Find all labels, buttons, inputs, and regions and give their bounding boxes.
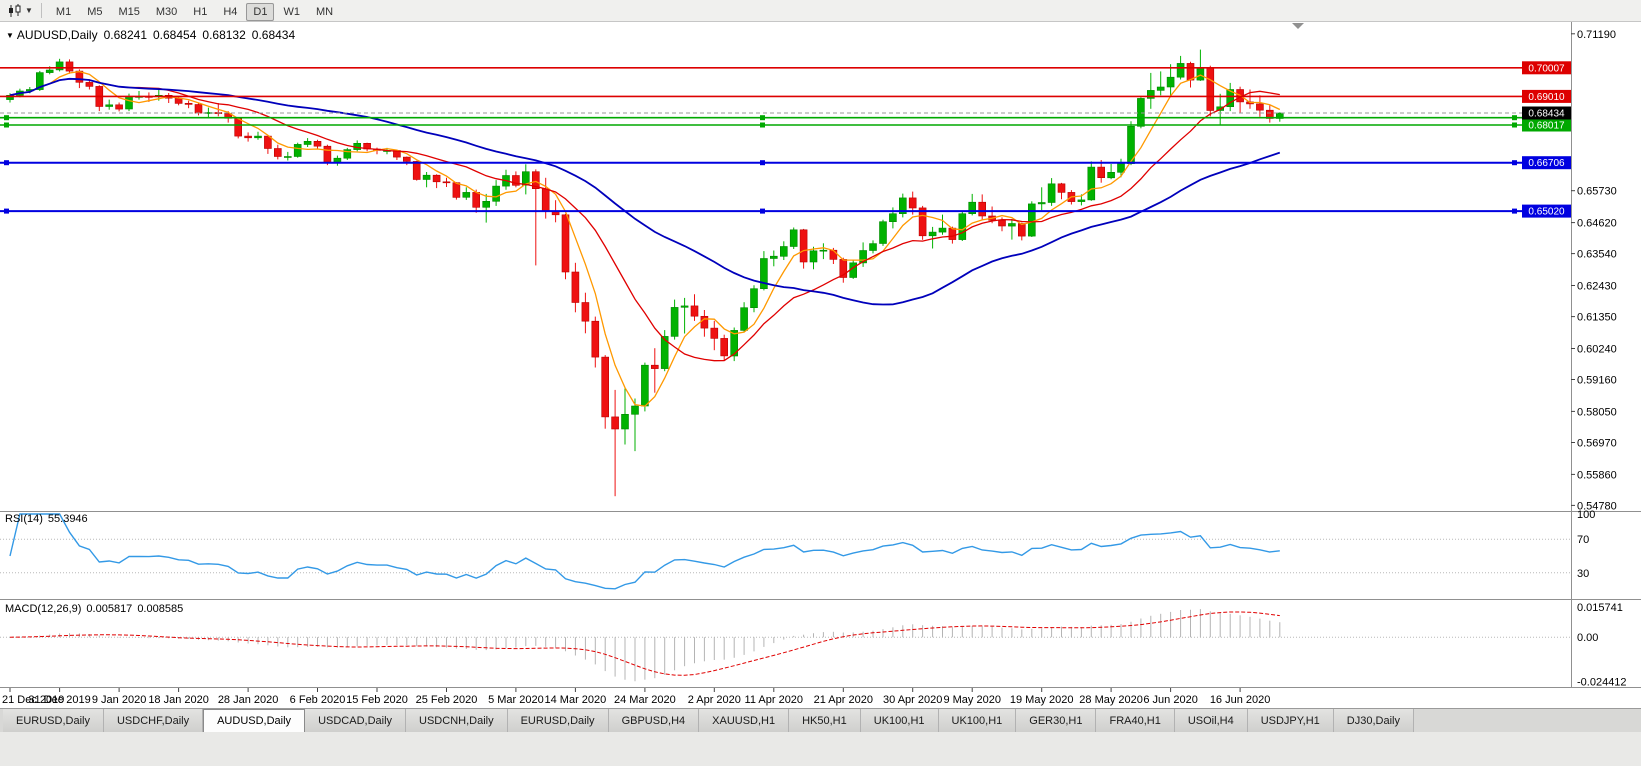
svg-text:0.66706: 0.66706 — [1528, 158, 1565, 169]
chart-tab-6-gbpusd-h4[interactable]: GBPUSD,H4 — [608, 709, 700, 732]
chart-tab-12-fra40-h1[interactable]: FRA40,H1 — [1096, 709, 1175, 732]
svg-text:0.015741: 0.015741 — [1577, 602, 1623, 614]
svg-text:0.65020: 0.65020 — [1528, 207, 1565, 218]
chart-tab-3-usdcad-daily[interactable]: USDCAD,Daily — [305, 709, 407, 732]
timeframe-button-m1[interactable]: M1 — [55, 5, 72, 18]
timeframe-button-h1[interactable]: H1 — [193, 5, 208, 18]
svg-text:0.68017: 0.68017 — [1528, 121, 1565, 132]
chart-tab-9-uk100-h1[interactable]: UK100,H1 — [860, 709, 939, 732]
bottom-strip — [0, 732, 1641, 766]
chart-tab-1-usdchf-daily[interactable]: USDCHF,Daily — [103, 709, 204, 732]
svg-text:-0.024412: -0.024412 — [1577, 677, 1627, 689]
svg-text:30 Apr 2020: 30 Apr 2020 — [883, 694, 942, 706]
chart-tab-14-usdjpy-h1[interactable]: USDJPY,H1 — [1247, 709, 1334, 732]
svg-text:6 Feb 2020: 6 Feb 2020 — [290, 694, 346, 706]
macd-histogram — [19, 609, 1281, 682]
chart-tab-15-dj30-daily[interactable]: DJ30,Daily — [1333, 709, 1414, 732]
price-chart-canvas[interactable]: 0.71190 0.65730 0.64620 0.63540 0.62430 0.613… — [0, 22, 1641, 713]
timeframe-button-d1[interactable]: D1 — [246, 2, 275, 21]
svg-text:0.63540: 0.63540 — [1577, 249, 1617, 261]
chart-tab-8-hk50-h1[interactable]: HK50,H1 — [789, 709, 861, 732]
chart-type-icon[interactable] — [5, 2, 25, 20]
chart-tab-5-eurusd-daily[interactable]: EURUSD,Daily — [507, 709, 609, 732]
svg-text:0.64620: 0.64620 — [1577, 218, 1617, 230]
svg-text:11 Apr 2020: 11 Apr 2020 — [745, 694, 804, 706]
svg-text:0.55860: 0.55860 — [1577, 469, 1617, 481]
chart-tab-7-xauusd-h1[interactable]: XAUUSD,H1 — [699, 709, 790, 732]
rsi-line — [9, 513, 1280, 590]
chevron-down-icon[interactable]: ▼ — [25, 6, 33, 15]
svg-text:0.71190: 0.71190 — [1577, 29, 1616, 41]
svg-text:0.54780: 0.54780 — [1577, 500, 1617, 512]
toolbar-separator — [40, 3, 42, 18]
svg-text:31 Dec 2019: 31 Dec 2019 — [28, 694, 90, 706]
svg-text:24 Mar 2020: 24 Mar 2020 — [614, 694, 676, 706]
svg-text:0.61350: 0.61350 — [1577, 312, 1617, 324]
svg-text:0.00: 0.00 — [1577, 632, 1598, 644]
svg-text:0.56970: 0.56970 — [1577, 438, 1617, 450]
timeframe-button-w1[interactable]: W1 — [283, 5, 300, 18]
svg-text:25 Feb 2020: 25 Feb 2020 — [416, 694, 478, 706]
timeframe-button-h4[interactable]: H4 — [223, 5, 238, 18]
svg-text:0.59160: 0.59160 — [1577, 375, 1617, 387]
svg-text:18 Jan 2020: 18 Jan 2020 — [148, 694, 209, 706]
svg-text:0.58050: 0.58050 — [1577, 406, 1617, 418]
chart-tab-10-uk100-h1[interactable]: UK100,H1 — [938, 709, 1017, 732]
price-axis: 0.71190 0.65730 0.64620 0.63540 0.62430 0.613… — [1571, 29, 1617, 512]
timeframe-button-m15[interactable]: M15 — [118, 5, 140, 18]
svg-text:15 Feb 2020: 15 Feb 2020 — [346, 694, 408, 706]
chart-tabs-bar: EURUSD,Daily USDCHF,Daily AUDUSD,Daily USDC… — [0, 708, 1641, 732]
svg-text:0.70007: 0.70007 — [1528, 63, 1565, 74]
ma-5-line — [9, 70, 1281, 407]
svg-text:0.65730: 0.65730 — [1577, 186, 1617, 198]
timeframe-buttons: M1 M5 M15 M30 H1 H4 D1 W1 MN — [48, 2, 341, 21]
svg-text:19 May 2020: 19 May 2020 — [1010, 694, 1074, 706]
svg-text:16 Jun 2020: 16 Jun 2020 — [1210, 694, 1271, 706]
svg-text:28 Jan 2020: 28 Jan 2020 — [218, 694, 279, 706]
chart-tab-2-audusd-daily[interactable]: AUDUSD,Daily — [203, 709, 306, 732]
svg-text:0.69010: 0.69010 — [1528, 92, 1565, 103]
svg-text:70: 70 — [1577, 534, 1589, 546]
svg-text:6 Jun 2020: 6 Jun 2020 — [1143, 694, 1197, 706]
ma-34-line — [9, 77, 1281, 306]
svg-text:30: 30 — [1577, 568, 1589, 580]
svg-text:0.62430: 0.62430 — [1577, 281, 1617, 293]
chart-shift-marker-icon — [1292, 23, 1304, 29]
svg-text:100: 100 — [1577, 509, 1595, 521]
timeframe-button-m30[interactable]: M30 — [155, 5, 178, 18]
svg-text:21 Apr 2020: 21 Apr 2020 — [814, 694, 873, 706]
chart-tab-4-usdcnh-daily[interactable]: USDCNH,Daily — [406, 709, 508, 732]
candlesticks — [6, 49, 1284, 497]
chart-tab-13-usoil-h4[interactable]: USOil,H4 — [1174, 709, 1248, 732]
svg-text:5 Mar 2020: 5 Mar 2020 — [488, 694, 544, 706]
svg-text:21 Dec 2019: 21 Dec 2019 — [2, 694, 64, 706]
macd-signal-line — [9, 611, 1280, 676]
timeframe-toolbar: ▼ M1 M5 M15 M30 H1 H4 D1 W1 MN — [0, 0, 1641, 22]
candlestick-chart-icon — [9, 3, 21, 17]
svg-text:28 May 2020: 28 May 2020 — [1079, 694, 1143, 706]
ma-13-line — [9, 78, 1280, 362]
svg-text:14 Mar 2020: 14 Mar 2020 — [545, 694, 607, 706]
svg-text:9 Jan 2020: 9 Jan 2020 — [92, 694, 146, 706]
timeframe-button-m5[interactable]: M5 — [87, 5, 103, 18]
svg-text:0.60240: 0.60240 — [1577, 344, 1617, 356]
chart-tab-11-ger30-h1[interactable]: GER30,H1 — [1016, 709, 1097, 732]
timeframe-button-mn[interactable]: MN — [315, 5, 334, 18]
svg-text:2 Apr 2020: 2 Apr 2020 — [688, 694, 741, 706]
svg-text:0.68434: 0.68434 — [1528, 109, 1565, 120]
svg-text:9 May 2020: 9 May 2020 — [943, 694, 1000, 706]
chart-tab-0-eurusd-daily[interactable]: EURUSD,Daily — [3, 709, 104, 732]
chart-window: 0.71190 0.65730 0.64620 0.63540 0.62430 0.613… — [0, 22, 1641, 708]
